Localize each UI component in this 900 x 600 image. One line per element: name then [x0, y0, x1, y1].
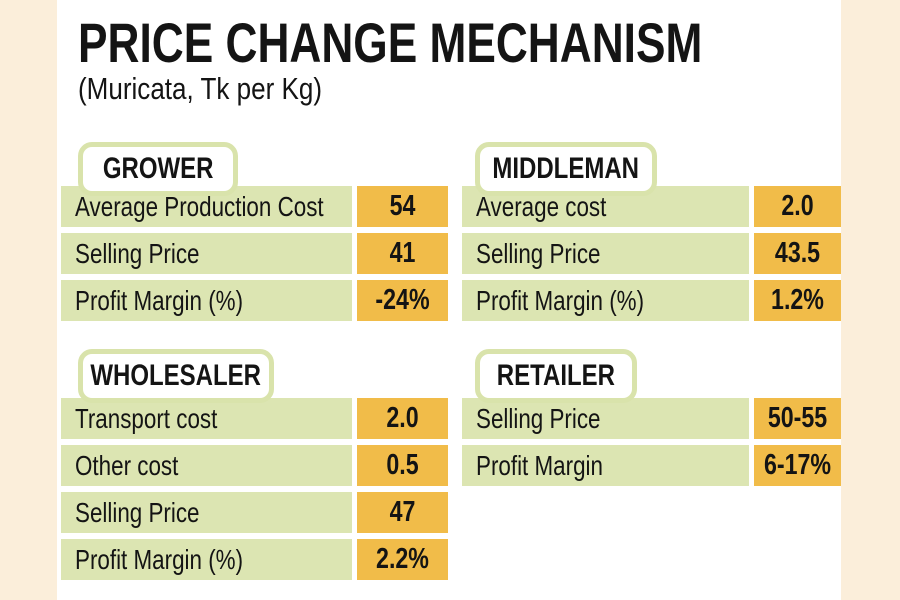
row-value-cell: 6-17% — [754, 445, 841, 486]
row-label: Profit Margin (%) — [75, 285, 244, 316]
row-label-cell: Profit Margin — [462, 445, 749, 486]
row-label: Profit Margin — [476, 450, 603, 481]
panel-retailer-title: RETAILER — [496, 359, 616, 392]
row-value-cell: 47 — [357, 492, 448, 533]
row-value-cell: 50-55 — [754, 398, 841, 439]
panel-grower-rows: Average Production Cost 54 Selling Price… — [61, 186, 448, 321]
row-label: Average Production Cost — [75, 191, 324, 222]
row-label: Other cost — [75, 450, 179, 481]
table-row: Profit Margin (%) 2.2% — [61, 539, 448, 580]
panel-middleman: MIDDLEMAN Average cost 2.0 Selling Price… — [462, 141, 841, 321]
row-value: 0.5 — [386, 449, 419, 481]
row-value: 43.5 — [774, 237, 821, 269]
row-label-cell: Selling Price — [462, 233, 749, 274]
panel-wholesaler-rows: Transport cost 2.0 Other cost 0.5 Sellin… — [61, 398, 448, 580]
row-value: 2.0 — [781, 190, 814, 222]
table-row: Profit Margin (%) -24% — [61, 280, 448, 321]
row-label-cell: Selling Price — [61, 492, 352, 533]
row-value: 50-55 — [767, 402, 828, 434]
row-label: Profit Margin (%) — [476, 285, 645, 316]
row-value-cell: 2.0 — [357, 398, 448, 439]
row-value: 6-17% — [763, 449, 832, 481]
panel-retailer-rows: Selling Price 50-55 Profit Margin 6-17% — [462, 398, 841, 486]
table-row: Profit Margin 6-17% — [462, 445, 841, 486]
row-label: Transport cost — [75, 403, 218, 434]
row-label-cell: Profit Margin (%) — [61, 539, 352, 580]
table-row: Selling Price 50-55 — [462, 398, 841, 439]
panel-grower-header: GROWER — [78, 142, 238, 196]
row-label-cell: Transport cost — [61, 398, 352, 439]
row-value: 41 — [389, 237, 416, 269]
table-row: Selling Price 47 — [61, 492, 448, 533]
row-value-cell: -24% — [357, 280, 448, 321]
row-label: Average cost — [476, 191, 607, 222]
panel-wholesaler-header: WHOLESALER — [78, 349, 274, 403]
panel-middleman-title: MIDDLEMAN — [492, 152, 640, 185]
panel-middleman-rows: Average cost 2.0 Selling Price 43.5 Prof… — [462, 186, 841, 321]
row-value-cell: 2.2% — [357, 539, 448, 580]
page-subtitle-text: (Muricata, Tk per Kg) — [78, 71, 323, 106]
panel-retailer-header: RETAILER — [475, 349, 637, 403]
left-margin-strip — [0, 0, 57, 600]
table-row: Selling Price 43.5 — [462, 233, 841, 274]
row-label-cell: Selling Price — [462, 398, 749, 439]
row-value-cell: 0.5 — [357, 445, 448, 486]
row-label: Selling Price — [476, 403, 601, 434]
table-row: Profit Margin (%) 1.2% — [462, 280, 841, 321]
page-subtitle: (Muricata, Tk per Kg) — [78, 71, 369, 106]
panel-wholesaler: WHOLESALER Transport cost 2.0 Other cost… — [61, 348, 448, 580]
row-label: Selling Price — [476, 238, 601, 269]
row-value-cell: 1.2% — [754, 280, 841, 321]
panel-grower: GROWER Average Production Cost 54 Sellin… — [61, 141, 448, 321]
row-label-cell: Profit Margin (%) — [61, 280, 352, 321]
row-value: 47 — [389, 496, 416, 528]
row-label-cell: Other cost — [61, 445, 352, 486]
right-margin-strip — [841, 0, 900, 600]
row-label: Selling Price — [75, 497, 200, 528]
row-value: 54 — [389, 190, 416, 222]
row-value-cell: 54 — [357, 186, 448, 227]
row-value: 1.2% — [771, 284, 824, 316]
row-label-cell: Profit Margin (%) — [462, 280, 749, 321]
row-value-cell: 43.5 — [754, 233, 841, 274]
panel-grower-title: GROWER — [102, 152, 214, 185]
row-value: 2.2% — [376, 543, 429, 575]
row-value: -24% — [375, 284, 430, 316]
page-title-text: PRICE CHANGE MECHANISM — [78, 11, 703, 74]
row-label-cell: Selling Price — [61, 233, 352, 274]
row-label: Selling Price — [75, 238, 200, 269]
row-label: Profit Margin (%) — [75, 544, 244, 575]
panel-retailer: RETAILER Selling Price 50-55 Profit Marg… — [462, 348, 841, 533]
table-row: Selling Price 41 — [61, 233, 448, 274]
row-value-cell: 2.0 — [754, 186, 841, 227]
table-row: Other cost 0.5 — [61, 445, 448, 486]
row-value: 2.0 — [386, 402, 419, 434]
panel-wholesaler-title: WHOLESALER — [90, 359, 262, 392]
page-title: PRICE CHANGE MECHANISM — [78, 11, 868, 74]
row-value-cell: 41 — [357, 233, 448, 274]
panel-middleman-header: MIDDLEMAN — [475, 142, 657, 196]
table-row: Transport cost 2.0 — [61, 398, 448, 439]
